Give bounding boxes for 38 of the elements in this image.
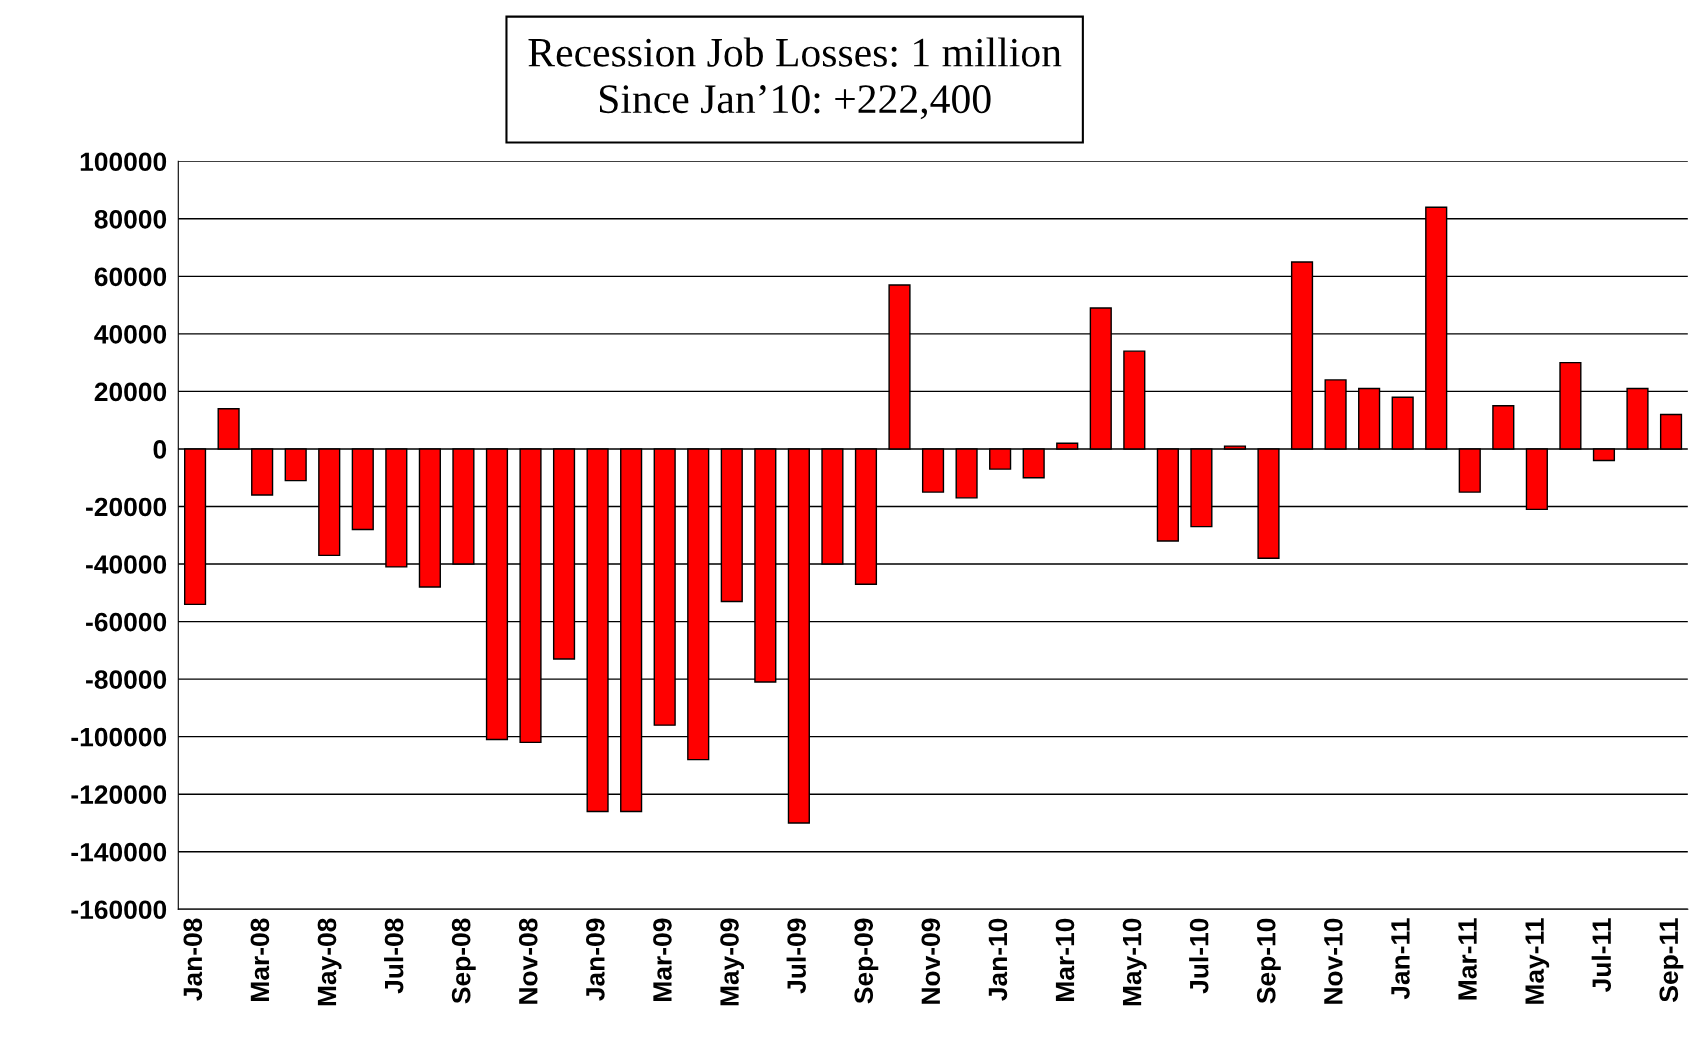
x-tick-label: Sep-08	[451, 918, 476, 1004]
y-tick-label: -100000	[71, 727, 167, 747]
x-tick-label: Sep-10	[1256, 918, 1281, 1004]
x-tick-label: May-08	[317, 918, 342, 1006]
x-tick-label: Jul-10	[1189, 918, 1209, 994]
x-tick-label: May-10	[1122, 918, 1147, 1006]
x-tick-label: Nov-10	[1323, 918, 1343, 1004]
x-tick-label: Mar-08	[250, 918, 270, 1001]
y-tick-label: -120000	[71, 785, 167, 805]
x-tick-label: Nov-08	[518, 918, 538, 1004]
y-tick-label: -60000	[86, 612, 167, 632]
x-tick-label: Jul-08	[384, 918, 404, 994]
y-tick-label: -40000	[86, 555, 167, 574]
x-tick-label: Jul-11	[1591, 918, 1612, 993]
y-tick-label: -140000	[71, 842, 167, 862]
y-tick-label: 20000	[94, 382, 167, 402]
y-tick-label: -80000	[86, 670, 167, 689]
x-tick-label: Jan-08	[183, 918, 203, 1001]
x-tick-label: Jan-09	[586, 918, 605, 1001]
y-tick-label: -20000	[86, 497, 167, 517]
x-tick-label: Mar-09	[653, 918, 672, 1001]
x-tick-label: May-09	[720, 918, 745, 1006]
x-tick-label: May-11	[1525, 918, 1550, 1004]
chart-title: Recession Job Losses: 1 million Since Jan’10: +222,400	[528, 37, 1062, 120]
y-tick-label: 80000	[94, 209, 167, 229]
x-tick-label: Nov-09	[921, 918, 941, 1004]
x-tick-label: Jan-10	[988, 918, 1008, 1001]
y-tick-label: 40000	[94, 325, 167, 344]
x-tick-label: Sep-11	[1659, 918, 1684, 1002]
y-tick-label: 100000	[80, 152, 167, 172]
x-tick-label: Jul-09	[786, 918, 806, 994]
y-tick-label: 60000	[94, 267, 167, 287]
x-tick-label: Jan-11	[1391, 918, 1410, 1000]
x-tick-label: Mar-11	[1458, 918, 1477, 1000]
y-tick-label: 0	[153, 440, 167, 459]
x-tick-label: Sep-09	[854, 918, 879, 1004]
x-tick-label: Mar-10	[1055, 918, 1075, 1001]
y-tick-label: -160000	[71, 900, 167, 920]
